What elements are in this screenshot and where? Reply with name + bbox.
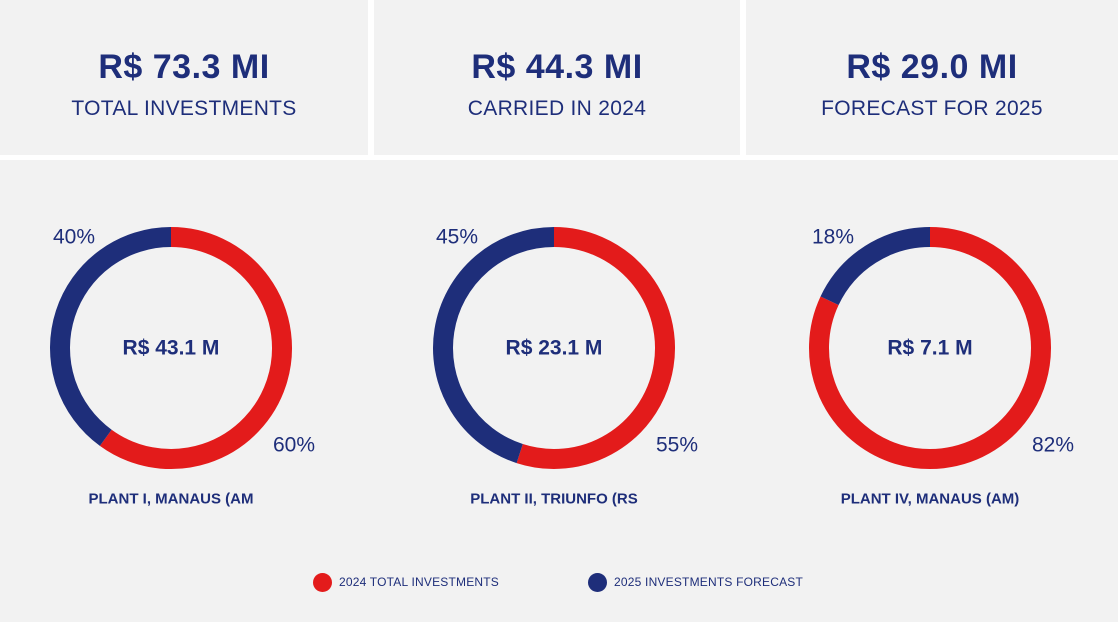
donut-slice-2025	[50, 227, 172, 446]
kpi-card-forecast-2025: R$ 29.0 MI FORECAST FOR 2025	[746, 0, 1118, 155]
slice-percent-label: 40%	[53, 226, 95, 249]
slice-percent-label: 55%	[656, 434, 698, 457]
donut-charts: 60% 40% R$ 43.1 M PLANT I, MANAUS (AM 55% 45%…	[50, 226, 1074, 508]
plant-title: PLANT I, MANAUS (AM	[89, 491, 254, 508]
legend-item-2025: 2025 INVESTMENTS FORECAST	[588, 570, 803, 594]
slice-percent-label: 18%	[812, 226, 854, 249]
donut-slice-2024	[99, 227, 292, 469]
kpi-row: R$ 73.3 MI TOTAL INVESTMENTS R$ 44.3 MI …	[0, 0, 1118, 155]
charts-panel: 60% 40% R$ 43.1 M PLANT I, MANAUS (AM 55% 45%…	[0, 160, 1118, 622]
donut-slice-2025	[433, 227, 555, 464]
donut-center-value: R$ 7.1 M	[887, 337, 972, 360]
plant-title: PLANT II, TRIUNFO (RS	[470, 491, 638, 508]
kpi-label: CARRIED IN 2024	[467, 97, 647, 120]
donut-slice-2024	[809, 227, 1051, 469]
kpi-value: R$ 44.3 MI	[471, 48, 643, 86]
legend-dot-navy	[588, 572, 607, 592]
legend-label: 2024 TOTAL INVESTMENTS	[339, 575, 500, 589]
kpi-card-carried-2024: R$ 44.3 MI CARRIED IN 2024	[374, 0, 740, 155]
kpi-label: TOTAL INVESTMENTS	[71, 97, 297, 120]
donut-slice-2024	[516, 227, 675, 469]
donut-center-value: R$ 43.1 M	[123, 337, 220, 360]
slice-percent-label: 60%	[273, 434, 315, 457]
donut-center-value: R$ 23.1 M	[506, 337, 603, 360]
kpi-card-total-investments: R$ 73.3 MI TOTAL INVESTMENTS	[0, 0, 368, 155]
legend-item-2024: 2024 TOTAL INVESTMENTS	[313, 570, 499, 594]
slice-percent-label: 82%	[1032, 434, 1074, 457]
kpi-value: R$ 29.0 MI	[846, 48, 1018, 86]
slice-percent-label: 45%	[436, 226, 478, 249]
donut-slice-2025	[820, 227, 931, 306]
legend: 2024 TOTAL INVESTMENTS 2025 INVESTMENTS …	[0, 570, 1118, 594]
kpi-label: FORECAST FOR 2025	[821, 97, 1043, 120]
legend-dot-red	[313, 572, 332, 592]
legend-label: 2025 INVESTMENTS FORECAST	[614, 575, 804, 589]
kpi-value: R$ 73.3 MI	[98, 48, 270, 86]
plant-title: PLANT IV, MANAUS (AM)	[841, 491, 1020, 508]
